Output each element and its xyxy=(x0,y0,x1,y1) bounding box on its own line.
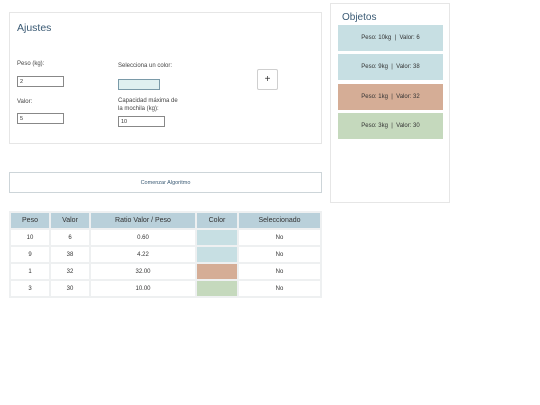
color-label: Selecciona un color: xyxy=(118,63,173,69)
cell-selected: No xyxy=(239,230,320,245)
start-algorithm-button[interactable]: Comenzar Algoritmo xyxy=(9,172,322,193)
cell-peso: 3 xyxy=(11,281,49,296)
cell-valor: 6 xyxy=(51,230,89,245)
results-table: Peso Valor Ratio Valor / Peso Color Sele… xyxy=(9,211,322,298)
settings-title: Ajustes xyxy=(17,22,52,34)
value-input[interactable] xyxy=(17,113,64,124)
cell-ratio: 10.00 xyxy=(91,281,195,296)
header-peso: Peso xyxy=(11,213,49,228)
cell-color-swatch xyxy=(197,247,237,262)
cell-peso: 10 xyxy=(11,230,49,245)
cell-valor: 30 xyxy=(51,281,89,296)
table-header-row: Peso Valor Ratio Valor / Peso Color Sele… xyxy=(11,213,320,228)
objects-title: Objetos xyxy=(342,12,377,23)
weight-input[interactable] xyxy=(17,76,64,87)
settings-panel: Ajustes Peso (kg): Valor: Selecciona un … xyxy=(9,12,322,144)
cell-selected: No xyxy=(239,264,320,279)
color-picker-input[interactable] xyxy=(118,79,160,90)
object-item: Peso: 3kg | Valor: 30 xyxy=(338,113,443,139)
cell-selected: No xyxy=(239,247,320,262)
cell-ratio: 0.60 xyxy=(91,230,195,245)
add-object-button[interactable]: + xyxy=(257,69,278,90)
cell-color-swatch xyxy=(197,264,237,279)
capacity-label-line1: Capacidad máxima de xyxy=(118,98,178,104)
table-row: 1 32 32.00 No xyxy=(11,264,320,279)
cell-peso: 1 xyxy=(11,264,49,279)
capacity-label-line2: la mochila (kg): xyxy=(118,105,159,112)
table-row: 3 30 10.00 No xyxy=(11,281,320,296)
header-valor: Valor xyxy=(51,213,89,228)
object-item: Peso: 1kg | Valor: 32 xyxy=(338,84,443,110)
value-label: Valor: xyxy=(17,99,33,105)
table-row: 9 38 4.22 No xyxy=(11,247,320,262)
cell-selected: No xyxy=(239,281,320,296)
object-item: Peso: 9kg | Valor: 38 xyxy=(338,54,443,80)
header-seleccionado: Seleccionado xyxy=(239,213,320,228)
header-ratio: Ratio Valor / Peso xyxy=(91,213,195,228)
table-row: 10 6 0.60 No xyxy=(11,230,320,245)
cell-ratio: 32.00 xyxy=(91,264,195,279)
object-item: Peso: 10kg | Valor: 6 xyxy=(338,25,443,51)
header-color: Color xyxy=(197,213,237,228)
capacity-label: Capacidad máxima de la mochila (kg): xyxy=(118,98,178,113)
cell-peso: 9 xyxy=(11,247,49,262)
weight-label: Peso (kg): xyxy=(17,61,45,67)
capacity-input[interactable] xyxy=(118,116,165,127)
cell-ratio: 4.22 xyxy=(91,247,195,262)
cell-color-swatch xyxy=(197,281,237,296)
objects-panel: Objetos Peso: 10kg | Valor: 6 Peso: 9kg … xyxy=(330,3,450,203)
cell-valor: 38 xyxy=(51,247,89,262)
cell-color-swatch xyxy=(197,230,237,245)
cell-valor: 32 xyxy=(51,264,89,279)
